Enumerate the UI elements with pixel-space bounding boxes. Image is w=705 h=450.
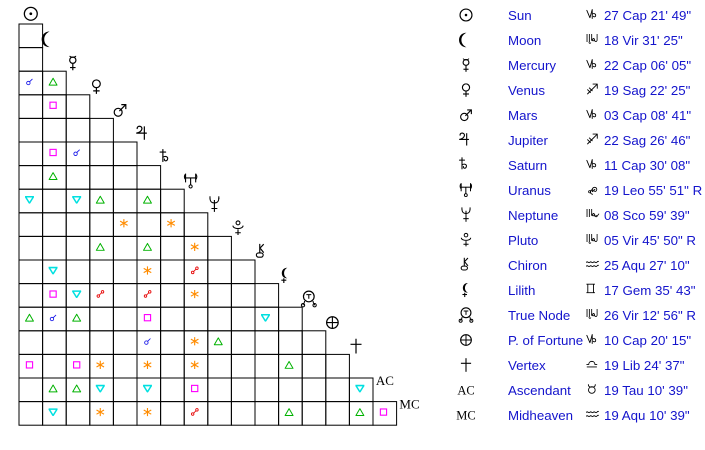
svg-text:05 Vir 45' 50" R: 05 Vir 45' 50" R (604, 233, 696, 248)
svg-text:11 Cap 30' 08": 11 Cap 30' 08" (604, 158, 690, 173)
svg-text:Saturn: Saturn (508, 158, 547, 173)
svg-text:Venus: Venus (508, 83, 545, 98)
svg-text:19 Lib 24' 37": 19 Lib 24' 37" (604, 358, 685, 373)
svg-text:Sun: Sun (508, 8, 532, 23)
svg-text:Uranus: Uranus (508, 183, 551, 198)
svg-text:22 Sag 26' 46": 22 Sag 26' 46" (604, 133, 691, 148)
svg-text:Lilith: Lilith (508, 283, 535, 298)
svg-text:27 Cap 21' 49": 27 Cap 21' 49" (604, 8, 691, 23)
svg-text:08 Sco 59' 39": 08 Sco 59' 39" (604, 208, 690, 223)
svg-text:Mars: Mars (508, 108, 538, 123)
svg-text:17 Gem 35' 43": 17 Gem 35' 43" (604, 283, 696, 298)
svg-text:22 Cap 06' 05": 22 Cap 06' 05" (604, 58, 691, 73)
svg-text:19 Tau 10' 39": 19 Tau 10' 39" (604, 383, 688, 398)
svg-text:26 Vir 12' 56" R: 26 Vir 12' 56" R (604, 308, 696, 323)
svg-text:Pluto: Pluto (508, 233, 538, 248)
svg-text:Ascendant: Ascendant (508, 383, 571, 398)
svg-text:19 Leo 55' 51" R: 19 Leo 55' 51" R (604, 183, 702, 198)
svg-text:AC: AC (457, 384, 474, 398)
svg-text:Jupiter: Jupiter (508, 133, 548, 148)
svg-text:MC: MC (456, 409, 475, 423)
svg-text:Neptune: Neptune (508, 208, 558, 223)
svg-text:10 Cap 20' 15": 10 Cap 20' 15" (604, 333, 691, 348)
svg-text:19 Aqu 10' 39": 19 Aqu 10' 39" (604, 408, 690, 423)
svg-text:AC: AC (376, 373, 394, 388)
svg-text:Mercury: Mercury (508, 58, 556, 73)
svg-text:25 Aqu 27' 10": 25 Aqu 27' 10" (604, 258, 690, 273)
svg-text:Vertex: Vertex (508, 358, 546, 373)
svg-text:03 Cap 08' 41": 03 Cap 08' 41" (604, 108, 691, 123)
svg-text:19 Sag 22' 25": 19 Sag 22' 25" (604, 83, 691, 98)
svg-text:Chiron: Chiron (508, 258, 547, 273)
svg-text:Midheaven: Midheaven (508, 408, 573, 423)
svg-text:18 Vir 31' 25": 18 Vir 31' 25" (604, 33, 683, 48)
svg-text:True Node: True Node (508, 308, 570, 323)
svg-text:Moon: Moon (508, 33, 541, 48)
svg-text:P. of Fortune: P. of Fortune (508, 333, 583, 348)
svg-text:MC: MC (399, 397, 419, 412)
